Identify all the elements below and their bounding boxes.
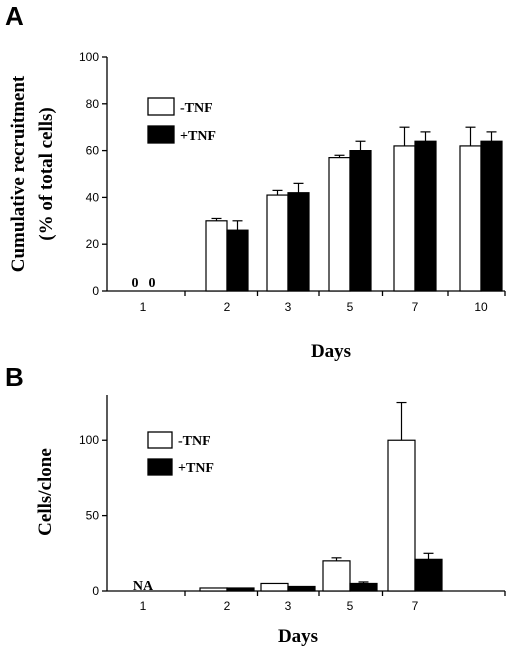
bar-annotation: NA bbox=[133, 579, 154, 594]
bar-plus-tnf bbox=[480, 140, 503, 292]
bar-annotation: 0 bbox=[132, 276, 139, 291]
bar-plus-tnf bbox=[414, 558, 443, 592]
bar-minus-tnf bbox=[387, 439, 416, 592]
x-tick-label: 7 bbox=[412, 599, 419, 613]
bar-minus-tnf bbox=[205, 220, 228, 292]
x-tick-label: 5 bbox=[347, 300, 354, 314]
x-tick-label: 3 bbox=[285, 599, 292, 613]
x-tick-label: 2 bbox=[224, 300, 231, 314]
panel-b-letter: B bbox=[5, 362, 24, 392]
bar-minus-tnf bbox=[393, 145, 416, 292]
panel-a-letter: A bbox=[5, 1, 24, 31]
y-axis-title: Cumulative recruitment bbox=[8, 75, 29, 272]
x-tick-label: 2 bbox=[224, 599, 231, 613]
legend-swatch-minus-tnf bbox=[147, 97, 175, 116]
y-tick-label: 0 bbox=[92, 284, 99, 298]
bar-plus-tnf bbox=[414, 140, 437, 292]
bar-minus-tnf bbox=[322, 560, 351, 592]
bar-minus-tnf bbox=[260, 582, 289, 592]
y-tick-label: 100 bbox=[79, 50, 99, 64]
bar-minus-tnf bbox=[328, 157, 351, 292]
y-tick-label: 100 bbox=[79, 433, 99, 447]
y-axis-title: Cells/clone bbox=[35, 448, 56, 536]
y-tick-label: 80 bbox=[86, 97, 100, 111]
bar-plus-tnf bbox=[349, 582, 378, 592]
x-tick-label: 1 bbox=[140, 300, 147, 314]
legend-swatch-minus-tnf bbox=[147, 431, 173, 449]
legend-swatch-plus-tnf bbox=[147, 458, 173, 476]
bar-minus-tnf bbox=[266, 194, 289, 292]
bar-plus-tnf bbox=[287, 192, 310, 292]
legend-label-plus-tnf: +TNF bbox=[178, 461, 214, 476]
bar-plus-tnf bbox=[349, 150, 372, 292]
panel-b: B 0 50 100 1 2 3 5 7 NA -TNF +TNF Days Cells/clone bbox=[5, 362, 506, 647]
bar-plus-tnf bbox=[287, 585, 316, 592]
bar-annotation: 0 bbox=[149, 276, 156, 291]
legend-label-plus-tnf: +TNF bbox=[180, 129, 216, 144]
y-tick-label: 40 bbox=[86, 190, 100, 204]
legend-label-minus-tnf: -TNF bbox=[180, 101, 213, 116]
x-tick-label: 7 bbox=[412, 300, 419, 314]
y-tick-label: 50 bbox=[86, 509, 100, 523]
legend-swatch-plus-tnf bbox=[147, 125, 175, 144]
x-axis-title: Days bbox=[278, 626, 318, 647]
x-axis-title: Days bbox=[311, 341, 351, 362]
bar-minus-tnf bbox=[199, 587, 228, 592]
x-tick-label: 10 bbox=[474, 300, 488, 314]
x-tick-label: 5 bbox=[347, 599, 354, 613]
legend-label-minus-tnf: -TNF bbox=[178, 434, 211, 449]
y-axis-title: (% of total cells) bbox=[36, 107, 57, 240]
bar-plus-tnf bbox=[226, 229, 249, 292]
bar-minus-tnf bbox=[459, 145, 482, 292]
y-tick-label: 20 bbox=[86, 237, 100, 251]
bar-plus-tnf bbox=[226, 587, 255, 592]
x-tick-label: 3 bbox=[285, 300, 292, 314]
x-tick-label: 1 bbox=[140, 599, 147, 613]
y-tick-label: 0 bbox=[92, 584, 99, 598]
y-tick-label: 60 bbox=[86, 144, 100, 158]
